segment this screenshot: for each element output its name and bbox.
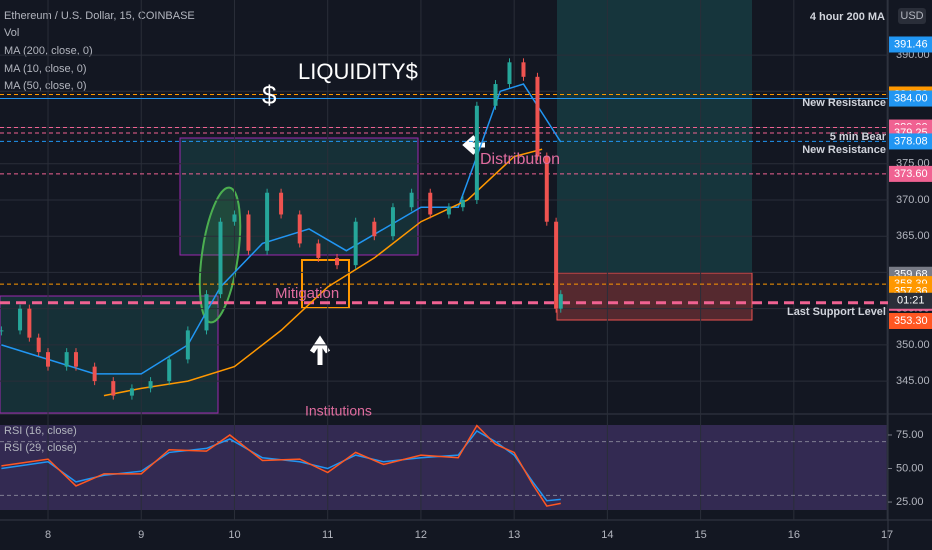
y-tick-label: 350.00: [896, 339, 930, 351]
y-tick-label: 365.00: [896, 230, 930, 242]
candle: [246, 214, 251, 251]
annotation: Last Support Level: [787, 306, 886, 318]
range-box: [0, 295, 219, 414]
candle: [521, 62, 526, 77]
candle: [0, 330, 4, 332]
x-tick-label: 9: [138, 529, 144, 541]
candle: [409, 192, 414, 208]
annotation: New Resistance: [802, 144, 886, 156]
price-tag: [889, 90, 932, 107]
candle: [73, 352, 78, 367]
countdown: 01:21: [897, 295, 925, 307]
candle: [64, 352, 69, 367]
candle: [558, 294, 563, 309]
indicator: MA (50, close, 0): [4, 80, 87, 92]
candle: [446, 207, 451, 215]
x-tick-label: 13: [508, 529, 520, 541]
y-tick-label: 25.00: [896, 496, 924, 508]
candle: [535, 76, 540, 157]
x-tick-label: 10: [228, 529, 240, 541]
annotation: $: [262, 80, 277, 110]
x-tick-label: 16: [788, 529, 800, 541]
x-tick-label: 8: [45, 529, 51, 541]
price-tag: [889, 133, 932, 150]
candle: [316, 243, 321, 258]
candle: [148, 381, 153, 389]
annotation: Institutions: [305, 403, 372, 419]
annotation: Mitigation: [275, 285, 339, 302]
candle: [167, 359, 172, 382]
candle: [279, 192, 284, 215]
candle: [111, 381, 116, 396]
x-tick-label: 12: [415, 529, 427, 541]
series-line: [103, 148, 543, 397]
up-arrow: [309, 335, 331, 365]
candle: [335, 257, 340, 266]
y-tick-label: 75.00: [896, 429, 924, 441]
candle: [372, 221, 377, 237]
countdown-tag: [889, 292, 932, 309]
candle: [460, 199, 465, 208]
y-tick-label: 370.00: [896, 194, 930, 206]
y-tick-label: 345.00: [896, 375, 930, 387]
rsi-band: [0, 425, 888, 510]
annotation: LIQUIDITY$: [298, 59, 418, 84]
legend-entry: RSI (29, close): [4, 442, 77, 454]
price-tag-label: 353.30: [894, 315, 928, 327]
candle: [46, 352, 51, 367]
annotation: 4 hour 200 MA: [810, 11, 885, 23]
y-tick-label: 50.00: [896, 462, 924, 474]
candle: [18, 308, 23, 331]
price-tag-label: 391.46: [894, 38, 928, 50]
candle: [297, 214, 302, 244]
annotation: 5 min Bear: [830, 131, 887, 143]
candle: [218, 221, 223, 295]
candle: [232, 214, 237, 222]
x-tick-label: 15: [694, 529, 706, 541]
x-tick-label: 11: [322, 529, 333, 541]
currency-badge[interactable]: [898, 8, 926, 24]
series-line: [1, 83, 562, 375]
symbol-title: Ethereum / U.S. Dollar, 15, COINBASE: [4, 10, 195, 22]
candle: [554, 221, 559, 309]
candle: [36, 337, 41, 353]
annotation: New Resistance: [802, 97, 886, 109]
x-tick-label: 14: [601, 529, 613, 541]
series-line: [1, 424, 561, 507]
candle: [353, 221, 358, 266]
long-position-profit: [557, 0, 752, 273]
candle: [544, 156, 549, 222]
candle: [92, 366, 97, 382]
candle: [507, 62, 512, 85]
price-tag-label: 384.00: [894, 92, 928, 104]
candle: [185, 330, 190, 360]
candle: [390, 207, 395, 237]
candle: [428, 192, 433, 215]
x-tick-label: 17: [881, 529, 893, 541]
price-tag-label: 378.08: [894, 135, 928, 147]
candle: [27, 308, 32, 338]
price-tag-label: 373.60: [894, 168, 928, 180]
candle: [129, 388, 134, 396]
price-tag: [889, 165, 932, 182]
candle: [265, 192, 270, 251]
currency[interactable]: USD: [900, 10, 923, 22]
price-tag: [889, 312, 932, 329]
candle: [204, 294, 209, 331]
indicator: MA (10, close, 0): [4, 63, 87, 75]
candle: [493, 84, 498, 106]
long-position-loss: [556, 272, 753, 321]
legend-entry: RSI (16, close): [4, 425, 77, 437]
candle: [474, 105, 479, 200]
annotation: Distribution: [480, 151, 560, 168]
indicator: Vol: [4, 27, 19, 39]
price-tag: [889, 36, 932, 53]
